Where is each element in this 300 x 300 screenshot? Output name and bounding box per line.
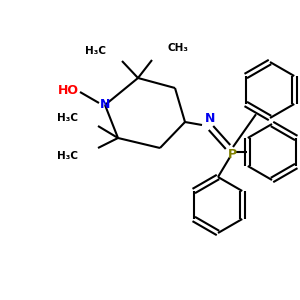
Text: H₃C: H₃C — [57, 151, 78, 161]
Text: CH₃: CH₃ — [168, 43, 189, 53]
Text: HO: HO — [58, 83, 79, 97]
Text: H₃C: H₃C — [85, 46, 106, 56]
Text: N: N — [205, 112, 215, 125]
Text: H₃C: H₃C — [57, 113, 78, 123]
Text: P: P — [227, 148, 237, 161]
Text: N: N — [100, 98, 110, 112]
